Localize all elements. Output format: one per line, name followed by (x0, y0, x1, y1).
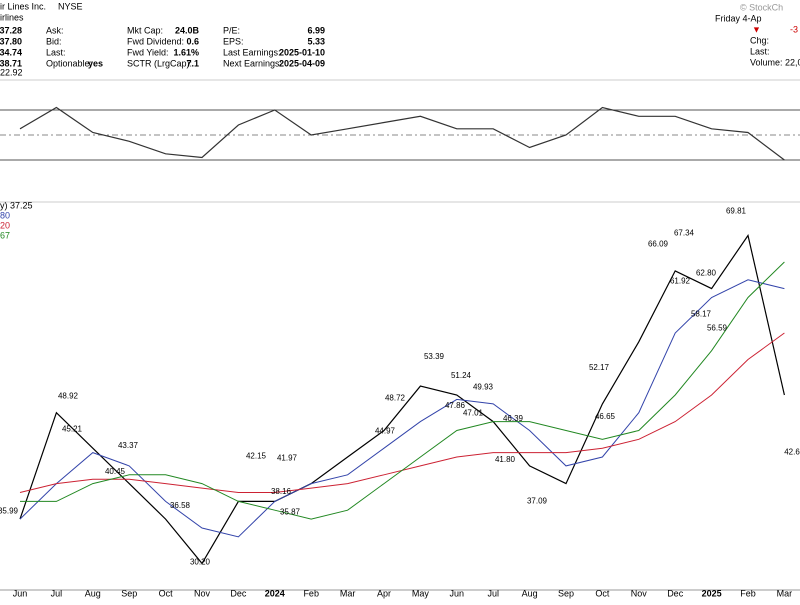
price-annotation: 67.34 (674, 228, 695, 237)
price-annotation: 42.15 (246, 452, 267, 461)
x-tick-label: Jun (13, 588, 28, 598)
price-annotation: 46.39 (503, 414, 524, 423)
price-annotation: 38.16 (271, 487, 292, 496)
quote-value: yes (88, 58, 103, 68)
price-annotation: 36.58 (170, 501, 191, 510)
quote-value: 38.71 (0, 58, 22, 68)
x-tick-label: Jul (487, 588, 499, 598)
quote-value: 24.0B (175, 25, 200, 35)
price-annotation: 51.24 (451, 371, 472, 380)
price-annotation: 40.45 (105, 467, 126, 476)
x-tick-label: Aug (522, 588, 538, 598)
series-line (19, 279, 785, 538)
change: -3 (790, 24, 798, 34)
quote-label: Fwd Dividend: (127, 36, 184, 46)
quote-value: 5.33 (307, 36, 325, 46)
x-tick-label: Dec (230, 588, 247, 598)
x-tick-label: Sep (558, 588, 574, 598)
price-annotation: 44.97 (375, 427, 396, 436)
quote-label: Mkt Cap: (127, 25, 163, 35)
quote-value: 0.6 (186, 36, 199, 46)
x-tick-label: Nov (194, 588, 211, 598)
quote-value: 37.28 (0, 25, 22, 35)
quote-label: EPS: (223, 36, 244, 46)
panel-title: 22.92 (0, 67, 23, 77)
date: Friday 4-Ap (715, 13, 762, 23)
price-annotation: 43.37 (118, 441, 139, 450)
price-annotation: 46.65 (595, 412, 616, 421)
company: ir Lines Inc. (0, 1, 46, 11)
quote-label: Fwd Yield: (127, 47, 169, 57)
price-annotation: 30.20 (190, 558, 211, 567)
price-annotation: 47.86 (445, 401, 466, 410)
quote-value: 34.74 (0, 47, 22, 57)
x-tick-label: Jul (51, 588, 63, 598)
x-tick-label: Apr (377, 588, 391, 598)
series-line (19, 106, 785, 161)
x-tick-label: Feb (303, 588, 319, 598)
price-annotation: 37.09 (527, 497, 548, 506)
quote-label: Optionable: (46, 58, 92, 68)
price-annotation: 69.81 (726, 207, 747, 216)
quote-value: 37.80 (0, 36, 22, 46)
quote-label: Volume: 22,07 (750, 57, 800, 67)
company-sub: irlines (0, 12, 24, 22)
quote-label: P/E: (223, 25, 240, 35)
quote-value: 1.61% (173, 47, 199, 57)
price-annotation: 62.80 (696, 269, 717, 278)
price-annotation: 58.17 (691, 310, 712, 319)
x-tick-label: Mar (340, 588, 356, 598)
x-tick-label: Oct (159, 588, 174, 598)
price-annotation: 53.39 (424, 352, 445, 361)
x-tick-label: May (412, 588, 430, 598)
quote-label: Bid: (46, 36, 62, 46)
price-annotation: 42.6 (784, 448, 800, 457)
quote-value: 7.1 (186, 58, 199, 68)
down-arrow: ▼ (752, 24, 761, 34)
x-tick-label: Aug (85, 588, 101, 598)
price-annotation: 61.92 (670, 276, 691, 285)
exchange: NYSE (58, 1, 83, 11)
quote-value: 2025-01-10 (279, 47, 325, 57)
legend-entry: 20 (0, 220, 10, 230)
x-tick-label: Mar (777, 588, 793, 598)
series-line (19, 332, 785, 493)
x-tick-label: Sep (121, 588, 137, 598)
price-annotation: 45.21 (62, 425, 83, 434)
x-tick-label: 2024 (265, 588, 285, 598)
quote-label: SCTR (LrgCap): (127, 58, 192, 68)
watermark: © StockCh (740, 2, 783, 12)
quote-label: Last: (750, 46, 770, 56)
price-annotation: 35.87 (280, 507, 301, 516)
quote-label: Ask: (46, 25, 64, 35)
series-line (20, 261, 785, 520)
price-annotation: 48.92 (58, 392, 79, 401)
price-annotation: 35.99 (0, 506, 19, 515)
price-annotation: 52.17 (589, 363, 610, 372)
price-annotation: 41.80 (495, 455, 516, 464)
price-annotation: 66.09 (648, 239, 669, 248)
legend-entry: y) 37.25 (0, 200, 33, 210)
legend-entry: 80 (0, 210, 10, 220)
price-annotation: 56.59 (707, 324, 728, 333)
legend-entry: 67 (0, 230, 10, 240)
x-tick-label: Oct (595, 588, 610, 598)
price-annotation: 48.72 (385, 393, 406, 402)
quote-value: 6.99 (307, 25, 325, 35)
quote-label: Chg: (750, 35, 769, 45)
x-tick-label: 2025 (702, 588, 722, 598)
x-tick-label: Feb (740, 588, 756, 598)
price-annotation: 49.93 (473, 383, 494, 392)
quote-label: Next Earnings: (223, 58, 282, 68)
price-annotation: 47.01 (463, 409, 484, 418)
price-annotation: 41.97 (277, 453, 298, 462)
quote-label: Last: (46, 47, 66, 57)
series-line (19, 234, 785, 565)
quote-value: 2025-04-09 (279, 58, 325, 68)
x-tick-label: Nov (631, 588, 648, 598)
quote-label: Last Earnings: (223, 47, 281, 57)
x-tick-label: Jun (450, 588, 465, 598)
x-tick-label: Dec (667, 588, 684, 598)
